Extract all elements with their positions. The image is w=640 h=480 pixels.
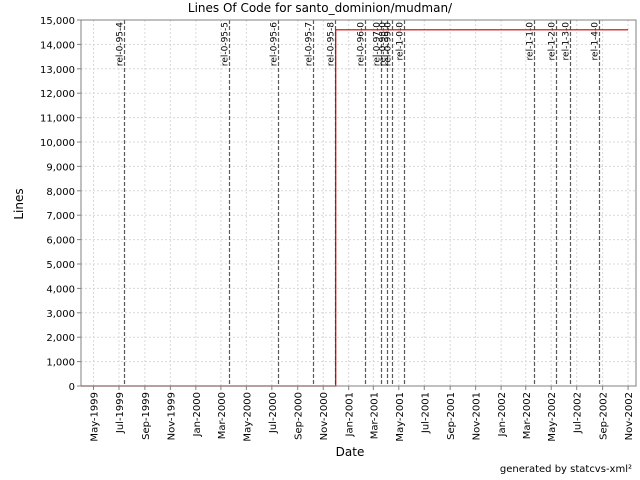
y-tick-label: 8,000 bbox=[46, 187, 75, 198]
tag-label: rel-0-95-4 bbox=[116, 22, 126, 66]
y-axis-ticks: 0 1,000 2,000 3,000 4,000 5,000 6,000 7,000 8,00… bbox=[40, 16, 81, 393]
x-tick-label: Jul-1999 bbox=[115, 392, 126, 434]
x-tick-label: May-1999 bbox=[90, 392, 101, 442]
x-tick-label: May-2001 bbox=[395, 392, 406, 442]
x-tick-label: Mar-2002 bbox=[522, 392, 533, 439]
x-tick-label: Jul-2001 bbox=[420, 392, 431, 434]
tag-label: rel-0-98-0 bbox=[379, 22, 389, 66]
tag-label: rel-1-1-0 bbox=[526, 22, 536, 61]
y-tick-label: 14,000 bbox=[40, 40, 75, 51]
x-tick-label: Nov-2000 bbox=[319, 392, 330, 440]
chart-title: Lines Of Code for santo_dominion/mudman/ bbox=[188, 1, 453, 15]
y-tick-label: 4,000 bbox=[46, 284, 75, 295]
tag-label: rel-0-95-6 bbox=[270, 22, 280, 66]
y-tick-label: 7,000 bbox=[46, 211, 75, 222]
x-tick-label: Nov-1999 bbox=[166, 392, 177, 440]
tag-label: rel-1-2-0 bbox=[548, 22, 558, 61]
x-tick-label: Jan-2000 bbox=[192, 392, 203, 437]
plot-frame bbox=[80, 19, 637, 387]
x-tick-label: Sep-1999 bbox=[141, 392, 152, 440]
grid bbox=[81, 19, 636, 386]
y-axis-label: Lines bbox=[12, 188, 26, 219]
series-layer bbox=[81, 29, 629, 387]
y-tick-label: 0 bbox=[69, 382, 75, 393]
x-tick-label: Jan-2001 bbox=[345, 392, 356, 437]
x-axis-label: Date bbox=[336, 445, 365, 459]
y-tick-label: 6,000 bbox=[46, 236, 75, 247]
y-tick-label: 5,000 bbox=[46, 260, 75, 271]
x-tick-label: Sep-2000 bbox=[294, 392, 305, 440]
tag-label: rel-0-97-0 bbox=[373, 22, 383, 66]
tag-label: rel-1-0-0 bbox=[396, 22, 406, 61]
y-tick-label: 10,000 bbox=[40, 138, 75, 149]
tag-label: rel-0-99-0 bbox=[384, 22, 394, 66]
tag-markers: rel-0-95-4 rel-0-95-5 rel-0-95-6 rel-0-95-7… bbox=[116, 20, 601, 386]
y-tick-label: 2,000 bbox=[46, 333, 75, 344]
tag-label: rel-0-95-8 bbox=[327, 22, 337, 66]
y-tick-label: 11,000 bbox=[40, 114, 75, 125]
y-tick-label: 12,000 bbox=[40, 89, 75, 100]
x-axis-ticks: May-1999 Jul-1999 Sep-1999 Nov-1999 Jan-2000… bbox=[90, 386, 635, 442]
tag-label: rel-0-96-0 bbox=[357, 22, 367, 66]
y-tick-label: 9,000 bbox=[46, 162, 75, 173]
y-tick-label: 15,000 bbox=[40, 16, 75, 27]
y-tick-label: 3,000 bbox=[46, 309, 75, 320]
x-tick-label: Mar-2000 bbox=[217, 392, 228, 439]
generator-note: generated by statcvs-xml² bbox=[499, 464, 632, 475]
tag-label: rel-1-4-0 bbox=[591, 22, 601, 61]
x-tick-label: Nov-2001 bbox=[472, 392, 483, 440]
x-tick-label: Jul-2000 bbox=[268, 392, 279, 434]
x-tick-label: Mar-2001 bbox=[369, 392, 380, 439]
y-tick-label: 13,000 bbox=[40, 65, 75, 76]
x-tick-label: Sep-2002 bbox=[599, 392, 610, 440]
tag-label: rel-0-95-7 bbox=[305, 22, 315, 66]
x-tick-label: May-2002 bbox=[547, 392, 558, 442]
tag-label: rel-1-3-0 bbox=[562, 22, 572, 61]
series-line bbox=[81, 29, 629, 387]
x-tick-label: May-2000 bbox=[242, 392, 253, 442]
x-tick-label: Jul-2002 bbox=[573, 392, 584, 434]
x-tick-label: Jan-2002 bbox=[497, 392, 508, 437]
x-tick-label: Nov-2002 bbox=[624, 392, 635, 440]
x-tick-label: Sep-2001 bbox=[446, 392, 457, 440]
y-tick-label: 1,000 bbox=[46, 358, 75, 369]
tag-label: rel-0-95-5 bbox=[221, 22, 231, 66]
